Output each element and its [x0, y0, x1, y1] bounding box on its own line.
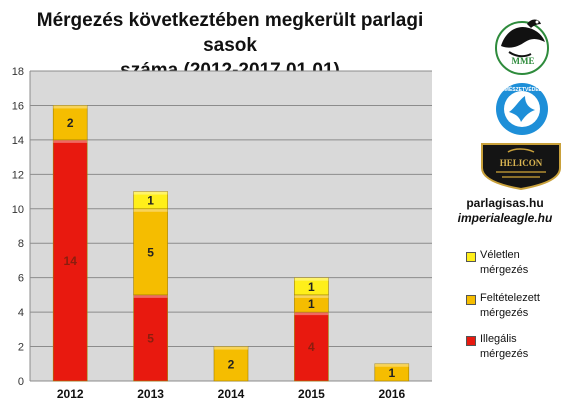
helicon-logo: HELICON — [478, 140, 564, 191]
data-label-2016-series-1: 1 — [388, 366, 395, 380]
x-tick-label-2012: 2012 — [57, 387, 84, 401]
legend-label-illegalis-2: mérgezés — [480, 348, 529, 360]
x-tick-label-2014: 2014 — [218, 387, 245, 401]
chart-title-line-1: Mérgezés következtében megkerült parlagi… — [36, 10, 424, 56]
y-tick-label-2: 2 — [18, 342, 24, 354]
data-label-2013-series-0: 5 — [147, 331, 154, 345]
bar-highlight-2016-series-1 — [374, 363, 409, 367]
data-label-2013-series-2: 1 — [147, 194, 154, 208]
legend-label-feltetelezett-2: mérgezés — [480, 307, 529, 319]
data-label-2012-series-1: 2 — [67, 116, 74, 130]
bar-highlight-2013-series-1 — [133, 208, 168, 212]
bar-highlight-2015-series-1 — [294, 294, 329, 298]
bar-2012-series-0 — [52, 139, 88, 382]
mme-logo: MME — [487, 12, 557, 78]
legend-label-veletlen-2: mérgezés — [480, 264, 529, 276]
data-label-2015-series-2: 1 — [308, 280, 315, 294]
y-tick-label-4: 4 — [18, 307, 24, 319]
bar-highlight-2012-series-0 — [53, 139, 88, 143]
data-label-2015-series-1: 1 — [308, 297, 315, 311]
termeszetvedelem-logo: TERMÉSZETVÉDELEM — [495, 82, 549, 136]
bar-2015-series-2 — [294, 277, 329, 296]
y-tick-label-18: 18 — [12, 66, 24, 78]
y-tick-label-14: 14 — [12, 135, 24, 147]
plot-area — [30, 71, 432, 381]
legend-label-veletlen-1: Véletlen — [480, 249, 520, 261]
legend-swatch-feltetelezett — [466, 295, 476, 305]
bar-2013-series-2 — [133, 191, 168, 210]
stacked-bar-chart: 0 2 4 6 8 10 12 14 16 18 14 2 2012 5 5 1 2013 2 2014 4 1 1 201… — [12, 66, 432, 401]
site-parlagisas: parlagisas.hu — [466, 196, 544, 210]
data-label-2013-series-1: 5 — [147, 245, 154, 259]
bar-highlight-2012-series-1 — [53, 105, 88, 109]
data-label-2012-series-0: 14 — [64, 254, 78, 268]
legend-label-illegalis-1: Illegális — [480, 333, 517, 345]
bar-highlight-2013-series-0 — [133, 294, 168, 298]
bar-2013-series-0 — [133, 294, 168, 382]
bar-2014-series-1 — [213, 346, 249, 382]
y-tick-label-16: 16 — [12, 100, 24, 112]
bird-circle-logo-icon: TERMÉSZETVÉDELEM — [495, 83, 549, 135]
x-tick-label-2015: 2015 — [298, 387, 325, 401]
bar-highlight-2014-series-1 — [214, 346, 248, 350]
legend-swatch-veletlen — [466, 252, 476, 262]
helicon-shield-logo-icon: HELICON — [481, 143, 561, 191]
y-tick-label-8: 8 — [18, 238, 24, 250]
bar-highlight-2013-series-2 — [133, 191, 168, 195]
legend-label-feltetelezett-1: Feltételezett — [480, 292, 540, 304]
bar-2016-series-1 — [374, 363, 410, 382]
bar-2012-series-1 — [52, 105, 88, 141]
data-label-2015-series-0: 4 — [308, 340, 315, 354]
bar-highlight-2015-series-0 — [294, 312, 329, 316]
x-tick-label-2013: 2013 — [137, 387, 164, 401]
x-tick-label-2016: 2016 — [378, 387, 405, 401]
svg-text:MME: MME — [512, 56, 535, 66]
y-tick-label-10: 10 — [12, 204, 24, 216]
y-tick-label-0: 0 — [18, 376, 24, 388]
legend-swatch-illegalis — [466, 336, 476, 346]
data-label-2014-series-1: 2 — [228, 357, 235, 371]
bar-2013-series-1 — [133, 208, 168, 296]
y-tick-label-6: 6 — [18, 273, 24, 285]
svg-text:HELICON: HELICON — [500, 158, 543, 168]
svg-text:TERMÉSZETVÉDELEM: TERMÉSZETVÉDELEM — [495, 85, 549, 93]
eagle-logo-icon: MME — [495, 19, 549, 75]
bar-highlight-2015-series-2 — [294, 277, 329, 281]
y-tick-label-12: 12 — [12, 169, 24, 181]
site-imperialeagle: imperialeagle.hu — [457, 211, 553, 225]
